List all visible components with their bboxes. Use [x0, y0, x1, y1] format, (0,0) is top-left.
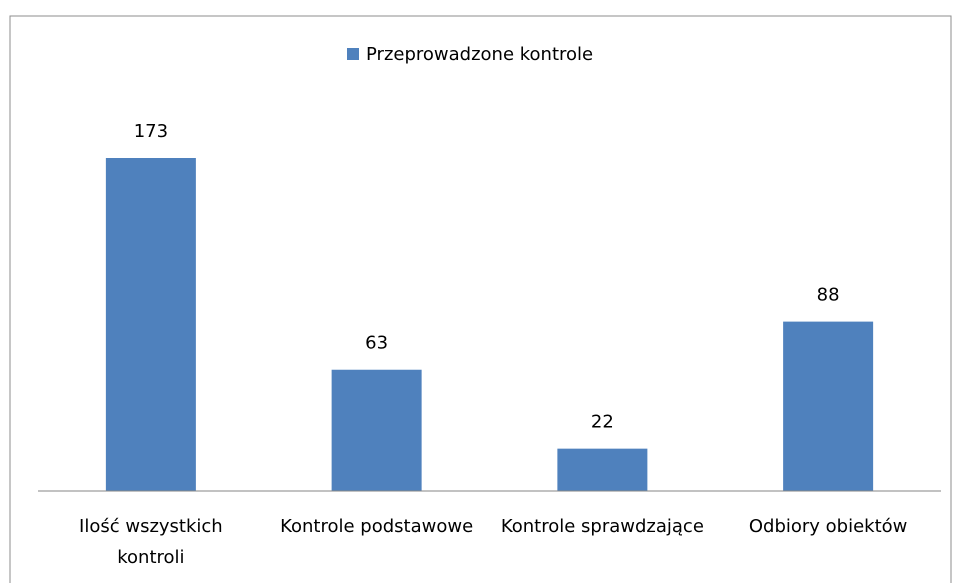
data-label: 22	[591, 412, 614, 433]
x-tick-label: Kontrole podstawowe	[280, 516, 473, 537]
bar	[331, 369, 422, 491]
x-tick-label: Kontrole sprawdzające	[501, 516, 704, 537]
x-tick-label: Odbiory obiektów	[749, 516, 908, 537]
data-label: 63	[365, 333, 388, 354]
legend-swatch	[347, 48, 359, 60]
bar	[557, 448, 648, 491]
bar	[105, 158, 196, 491]
x-tick-label-line: kontroli	[117, 547, 184, 568]
x-tick-label: Ilość wszystkich kontroli	[79, 516, 223, 568]
x-tick-label-line: Ilość wszystkich	[79, 516, 223, 537]
data-label: 88	[817, 285, 840, 306]
legend-label: Przeprowadzone kontrole	[366, 44, 593, 65]
data-label: 173	[134, 121, 168, 142]
bar	[783, 321, 874, 491]
